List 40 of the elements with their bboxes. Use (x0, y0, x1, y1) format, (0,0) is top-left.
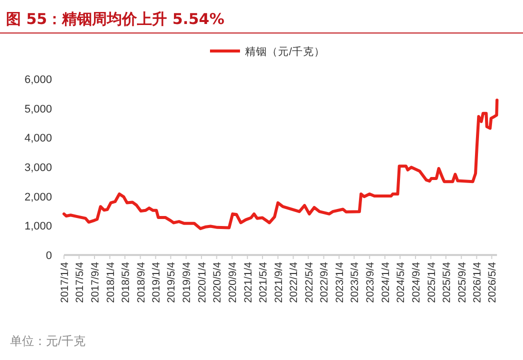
y-tick-label: 0 (46, 250, 52, 262)
chart-title: 图 55：精铟周均价上升 5.54% (6, 10, 224, 28)
x-tick-label: 2021/9/4 (272, 262, 285, 303)
x-tick-label: 2025/1/4 (426, 262, 438, 303)
x-tick-label: 2024/9/4 (410, 262, 423, 303)
x-tick-label: 2023/5/4 (349, 262, 362, 303)
x-tick-label: 2024/1/4 (380, 262, 392, 303)
x-tick-label: 2022/5/4 (303, 262, 316, 303)
x-tick-label: 2019/9/4 (181, 262, 194, 303)
legend-label: 精铟（元/千克） (245, 45, 325, 58)
x-tick-label: 2020/1/4 (196, 262, 208, 303)
x-tick-label: 2023/1/4 (334, 262, 346, 303)
x-tick-label: 2018/5/4 (120, 262, 132, 303)
y-tick-label: 4,000 (24, 132, 52, 145)
x-tick-label: 2021/1/4 (242, 262, 254, 303)
x-tick-label: 2019/1/4 (150, 262, 163, 303)
x-tick-label: 2025/9/4 (456, 262, 468, 303)
text: 单位：元/千克 (10, 334, 86, 348)
y-tick-label: 2,000 (24, 191, 52, 204)
x-tick-label: 2020/9/4 (227, 262, 240, 303)
x-tick-label: 2026/5/4 (486, 262, 499, 303)
legend: 精铟（元/千克） (210, 46, 325, 58)
x-tick-label: 2017/5/4 (74, 262, 86, 303)
x-tick-label: 2019/5/4 (166, 262, 178, 303)
x-tick-label: 2025/5/4 (440, 262, 453, 303)
x-tick-label: 2020/5/4 (212, 262, 224, 303)
x-tick-label: 2024/5/4 (395, 262, 408, 303)
x-tick-label: 2017/9/4 (90, 262, 102, 303)
x-tick-label: 2022/9/4 (318, 262, 331, 303)
y-tick-label: 1,000 (24, 220, 52, 233)
x-tick-label: 2022/1/4 (288, 262, 300, 303)
x-tick-label: 2017/1/4 (59, 262, 71, 303)
y-tick-label: 6,000 (24, 74, 52, 86)
x-tick-label: 2018/9/4 (135, 262, 148, 303)
y-tick-label: 3,000 (24, 162, 52, 174)
y-tick-label: 5,000 (24, 103, 52, 116)
x-tick-label: 2023/9/4 (364, 262, 377, 303)
x-tick-label: 2026/1/4 (472, 262, 484, 303)
x-tick-label: 2021/5/4 (257, 262, 270, 303)
x-tick-label: 2018/1/4 (104, 262, 117, 303)
